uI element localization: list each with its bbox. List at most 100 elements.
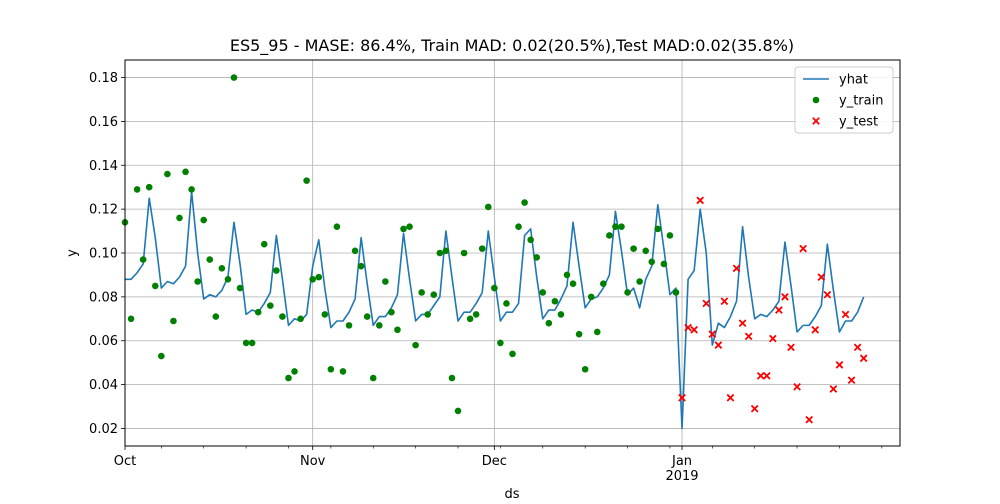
point-y_train [400, 225, 407, 233]
point-y_train [642, 247, 650, 255]
point-y_train [394, 326, 401, 334]
legend-swatch-y_test [812, 117, 820, 125]
point-y_test [781, 293, 789, 301]
point-y_train [515, 223, 522, 230]
point-y_train [533, 254, 541, 261]
point-y_test [793, 382, 801, 391]
point-y_test [762, 371, 771, 380]
point-y_test [859, 354, 868, 363]
point-y_train [460, 249, 468, 257]
point-y_train [230, 74, 238, 81]
point-y_test [841, 310, 850, 319]
point-y_train [194, 278, 201, 285]
point-y_train [188, 186, 195, 193]
point-y_train [345, 322, 353, 329]
chart-title: ES5_95 - MASE: 86.4%, Train MAD: 0.02(20… [230, 36, 794, 56]
x-tick-label: Dec [482, 454, 507, 469]
y-tick-label: 0.04 [89, 378, 118, 393]
point-y_test [835, 361, 844, 369]
point-y_train [285, 374, 292, 382]
point-y_train [575, 330, 583, 338]
y-tick-label: 0.06 [89, 334, 118, 349]
point-y_train [273, 267, 280, 274]
point-y_train [158, 352, 165, 360]
point-y_train [587, 293, 595, 301]
point-y_train [672, 289, 680, 296]
point-y_train [182, 168, 189, 176]
point-y_train [412, 341, 419, 349]
point-y_train [145, 183, 153, 191]
point-y_train [606, 232, 613, 239]
y-tick-label: 0.02 [89, 422, 118, 437]
y-tick-label: 0.12 [89, 203, 118, 218]
point-y_train [218, 265, 226, 272]
point-y_train [279, 313, 286, 320]
point-y_train [430, 291, 438, 298]
point-y_train [212, 313, 220, 320]
point-y_train [418, 289, 425, 296]
point-y_train [363, 313, 371, 320]
point-y_train [624, 289, 631, 296]
point-y_test [744, 332, 753, 341]
point-y_test [769, 334, 777, 343]
point-y_test [738, 319, 747, 328]
point-y_train [170, 317, 177, 325]
point-y_train [539, 289, 547, 296]
point-y_train [654, 225, 662, 233]
point-y_train [503, 300, 510, 307]
point-y_train [333, 223, 341, 230]
point-y_train [236, 284, 244, 292]
plot-series [121, 74, 868, 430]
point-y_train [618, 223, 625, 230]
point-y_test [775, 306, 783, 314]
point-y_test [732, 264, 741, 273]
point-y_train [466, 315, 474, 323]
point-y_train [315, 273, 323, 281]
point-y_train [660, 260, 668, 268]
point-y_train [666, 232, 674, 239]
point-y_train [267, 302, 274, 309]
point-y_train [339, 368, 347, 375]
point-y_train [478, 245, 486, 252]
point-y_train [260, 240, 268, 248]
point-y_test [847, 376, 856, 385]
point-y_train [303, 177, 310, 184]
point-y_train [151, 282, 159, 290]
point-y_train [206, 256, 214, 263]
legend-swatch-y_train [812, 96, 820, 104]
y-tick-label: 0.18 [89, 71, 118, 86]
point-y_train [254, 308, 262, 316]
point-y_train [497, 339, 504, 347]
point-y_train [327, 365, 335, 373]
point-y_train [375, 322, 383, 329]
y-tick-label: 0.10 [89, 247, 118, 262]
point-y_test [696, 196, 705, 205]
point-y_test [799, 244, 807, 253]
point-y_train [630, 245, 637, 252]
point-y_train [406, 223, 413, 230]
point-y_train [636, 278, 643, 285]
point-y_train [569, 280, 577, 288]
point-y_train [436, 249, 444, 257]
point-y_train [424, 311, 432, 318]
point-y_train [248, 339, 256, 347]
point-y_test [853, 343, 862, 352]
legend-label-yhat: yhat [839, 73, 868, 88]
point-y_test [829, 385, 838, 393]
point-y_train [127, 315, 135, 323]
point-y_test [702, 299, 711, 308]
point-y_train [139, 256, 147, 263]
point-y_train [484, 203, 492, 211]
x-tick-label: Oct [114, 454, 136, 469]
point-y_train [563, 271, 571, 279]
point-y_train [600, 280, 607, 288]
y-axis-title: y [65, 249, 80, 257]
point-y_train [491, 284, 498, 292]
point-y_test [811, 325, 820, 334]
point-y_train [527, 236, 534, 244]
legend-label-y_test: y_test [839, 115, 878, 130]
point-y_train [164, 170, 171, 178]
